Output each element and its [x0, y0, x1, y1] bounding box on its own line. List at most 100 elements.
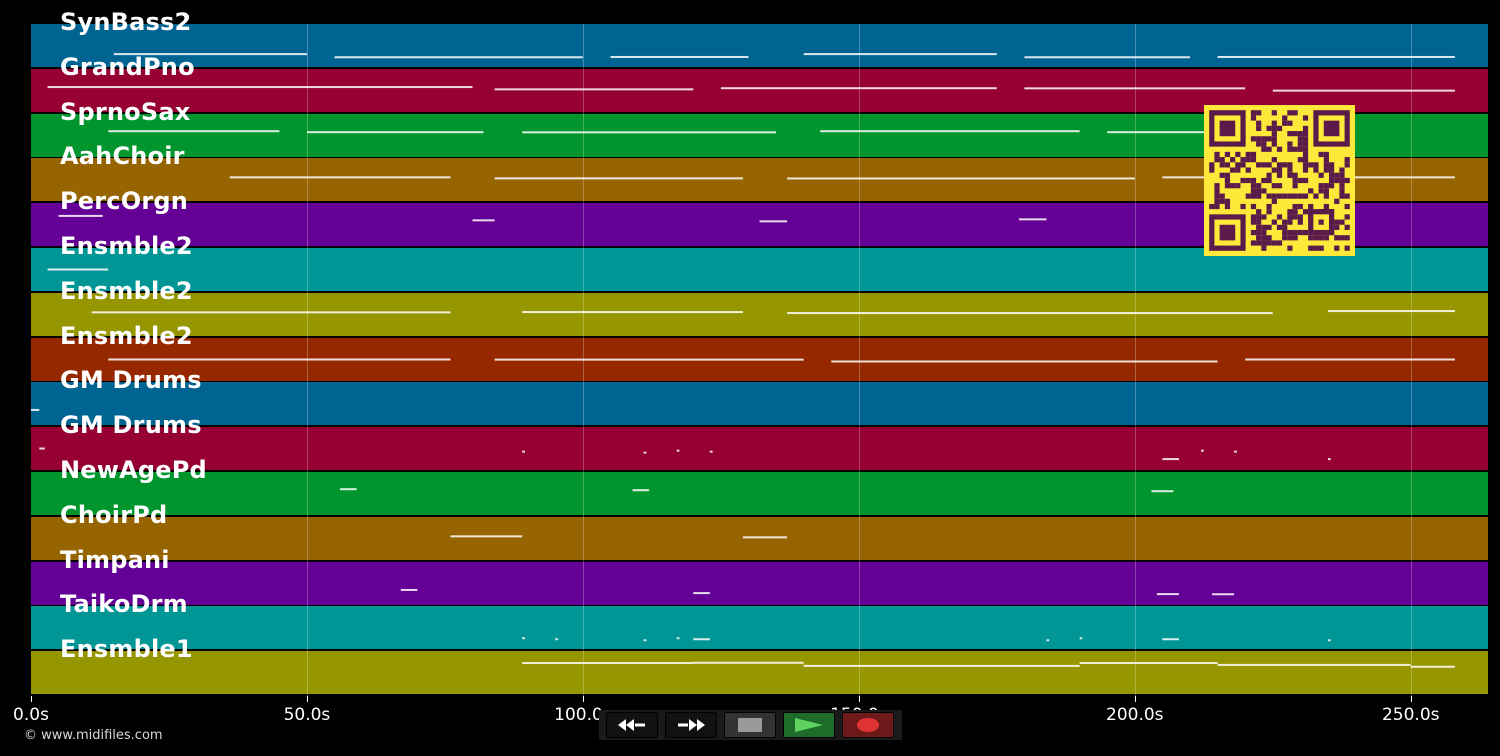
- note-bar: [91, 311, 451, 314]
- note-bar: [1162, 458, 1179, 461]
- note-bar: [1234, 450, 1237, 453]
- note-bar: [494, 88, 694, 91]
- note-bar: [803, 665, 1080, 668]
- note-bar: [108, 358, 451, 361]
- track-name: Ensmble1: [60, 635, 193, 664]
- track-name: TaikoDrm: [60, 590, 188, 619]
- tick-mark: [582, 696, 584, 702]
- note-bar: [340, 488, 357, 491]
- copyright-text: © www.midifiles.com: [24, 728, 163, 743]
- note-bar: [1024, 87, 1246, 90]
- note-bar: [787, 177, 1135, 180]
- note-bar: [522, 450, 525, 453]
- track-lane: GrandPno: [31, 53, 1488, 112]
- tick-mark: [858, 696, 860, 702]
- track-name: Ensmble2: [60, 321, 193, 350]
- note-bar: [1327, 309, 1455, 312]
- tick-mark: [31, 696, 32, 702]
- track-name: ChoirPd: [60, 500, 168, 529]
- transport-controls: [599, 710, 902, 740]
- note-bar: [555, 638, 559, 641]
- track-lane: Ensmble2: [31, 277, 1488, 336]
- track-name: Timpani: [60, 545, 170, 574]
- tick-label: 0.0s: [13, 705, 49, 725]
- track-name: GrandPno: [60, 52, 195, 81]
- note-bar: [709, 450, 713, 453]
- note-bar: [720, 86, 997, 89]
- play-button[interactable]: [783, 712, 835, 738]
- track-notes: [340, 488, 1174, 493]
- track-notes: [113, 53, 1455, 59]
- note-bar: [1079, 637, 1083, 640]
- note-bar: [1272, 89, 1455, 92]
- track-lane: Ensmble1: [31, 635, 1488, 695]
- note-bar: [47, 268, 109, 271]
- track-lane: Ensmble2: [31, 322, 1488, 381]
- track-lane: GM Drums: [31, 411, 1488, 471]
- qr-code-icon: [1204, 105, 1355, 256]
- note-bar: [693, 661, 804, 664]
- note-bar: [1217, 55, 1455, 58]
- track-lane: Timpani: [31, 546, 1488, 605]
- note-bar: [334, 56, 583, 59]
- track-name: GM Drums: [60, 411, 202, 440]
- tick-label: 100.0s: [554, 705, 612, 725]
- note-bar: [39, 447, 45, 450]
- record-button[interactable]: [842, 712, 894, 738]
- note-bar: [1245, 358, 1455, 361]
- track-name: NewAgePd: [60, 456, 207, 484]
- note-bar: [643, 639, 647, 642]
- note-bar: [1217, 664, 1411, 667]
- note-bar: [643, 451, 647, 454]
- note-bar: [1024, 56, 1190, 59]
- note-bar: [1212, 592, 1235, 595]
- note-bar: [31, 409, 40, 412]
- track-lane: SynBass2: [31, 8, 1488, 67]
- fast-forward-icon: [678, 719, 705, 731]
- note-bar: [803, 53, 997, 56]
- track-lanes: SynBass2 GrandPno SprnoSax AahChoir PercOrgn…: [31, 8, 1488, 696]
- note-bar: [1046, 639, 1050, 642]
- track-notes: [47, 85, 1455, 92]
- track-name: Ensmble2: [60, 276, 193, 305]
- stop-button[interactable]: [724, 712, 776, 738]
- note-bar: [676, 449, 680, 452]
- rewind-button[interactable]: [606, 712, 658, 738]
- note-bar: [494, 358, 804, 361]
- note-bar: [693, 638, 710, 641]
- note-bar: [1327, 639, 1331, 642]
- note-bar: [522, 130, 777, 133]
- record-icon: [857, 718, 879, 732]
- stop-icon: [738, 718, 762, 732]
- track-notes: [400, 588, 1235, 595]
- track-lane: TaikoDrm: [31, 590, 1488, 650]
- fast-forward-button[interactable]: [665, 712, 717, 738]
- note-bar: [1018, 218, 1047, 221]
- note-bar: [1201, 449, 1204, 452]
- track-notes: [450, 535, 788, 539]
- track-notes: [108, 129, 1257, 133]
- track-notes: [108, 358, 1455, 363]
- note-bar: [1156, 592, 1179, 595]
- note-bar: [522, 637, 525, 640]
- note-bar: [494, 177, 743, 180]
- track-notes: [91, 309, 1455, 314]
- note-bar: [632, 489, 650, 492]
- note-bar: [472, 219, 495, 222]
- play-icon: [795, 718, 823, 732]
- track-name: Ensmble2: [60, 232, 193, 260]
- note-bar: [47, 85, 473, 88]
- tick-mark: [1134, 696, 1136, 702]
- note-bar: [108, 129, 280, 132]
- tick-mark: [306, 696, 308, 702]
- note-bar: [1327, 458, 1331, 461]
- note-bar: [676, 637, 680, 640]
- track-name: PercOrgn: [60, 187, 189, 216]
- tick-label: 200.0s: [1106, 705, 1164, 725]
- note-bar: [229, 176, 451, 179]
- track-lane: NewAgePd: [31, 456, 1488, 515]
- note-bar: [306, 130, 484, 133]
- note-bar: [1162, 638, 1179, 641]
- note-bar: [787, 311, 1273, 314]
